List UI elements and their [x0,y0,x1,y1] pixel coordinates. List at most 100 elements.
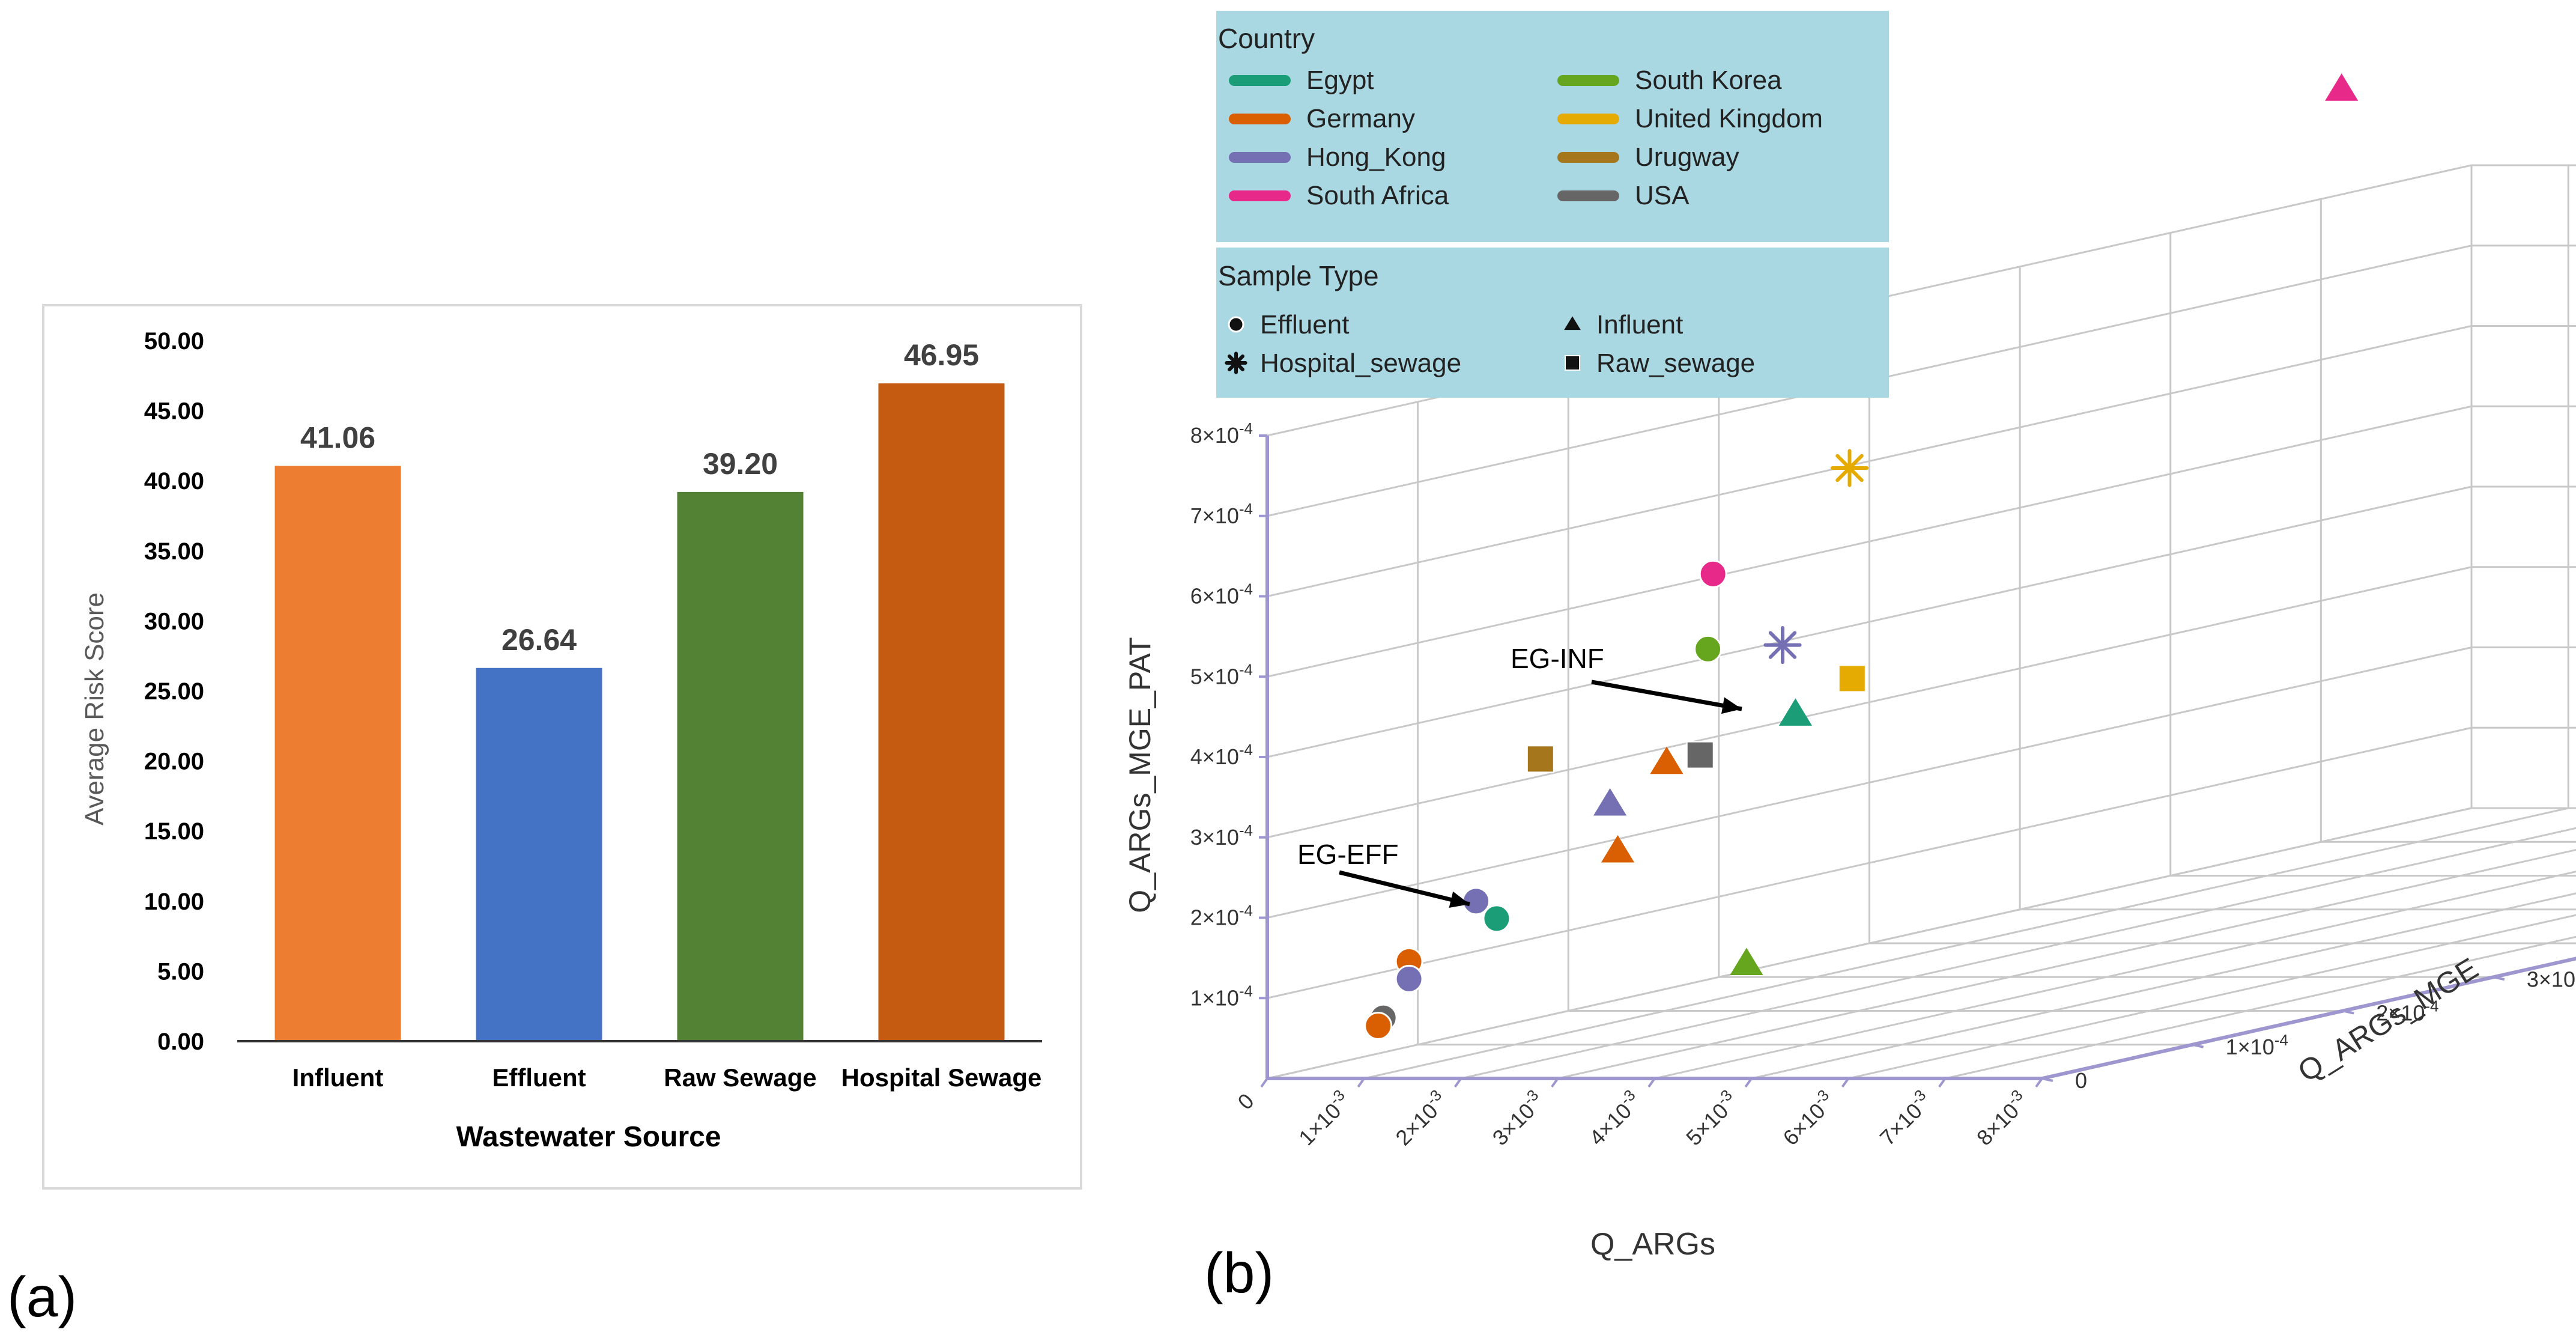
point-urugway-raw-sewage [1526,745,1554,773]
3d-grid [1266,164,2576,1080]
x-tick-label: Raw Sewage [664,1063,816,1092]
bar-value-label: 39.20 [703,447,778,481]
legend-marker-influent [1564,316,1581,330]
y-tick-label: 15.00 [144,818,204,845]
legend-country-label: South Africa [1306,181,1449,210]
x-tick-mark [1647,1077,1656,1088]
legend-country-label: Germany [1306,104,1415,133]
legend-country-box [1216,11,1889,242]
3d-axes [1265,436,2576,1080]
arrow-eg-eff [1339,870,1470,907]
legend-country-label: South Korea [1635,65,1782,95]
x-tick-label: 8×10-3 [1969,1086,2034,1150]
grid-line [1945,935,2576,1080]
legend-country-label: USA [1635,181,1690,210]
z-axis-title: Q_ARGs_MGE_PAT [1123,637,1157,913]
y-tick-label: 10.00 [144,889,204,915]
y-tick-label: 30.00 [144,608,204,634]
point-south-africa-influent [2325,73,2359,101]
legend-sample-label: Influent [1596,310,1683,339]
legend-country-label: United Kingdom [1635,104,1823,133]
point-usa-raw-sewage [1686,741,1714,769]
point-hong-kong-effluent [1395,964,1423,993]
x-tick-label: 7×10-3 [1872,1086,1936,1150]
x-tick-label: 2×10-3 [1388,1086,1452,1150]
legend-sample-label: Hospital_sewage [1260,348,1461,378]
point-hong-kong-influent [1593,788,1627,816]
z-tick-label: 5×10-4 [1190,660,1253,689]
point-egypt-effluent [1482,904,1511,933]
x-tick-label: 1×10-3 [1291,1086,1356,1150]
y-tick-mark [2192,1043,2204,1048]
y-axis-line [2041,956,2576,1080]
x-tick-mark [1357,1077,1365,1088]
bar-value-label: 41.06 [300,421,375,454]
x-tick-label: Hospital Sewage [841,1063,1042,1092]
x-axis-title: Wastewater Source [456,1121,721,1153]
bar-influent [274,466,401,1041]
bar-value-label: 46.95 [904,338,979,372]
point-united-kingdom-raw-sewage [1838,664,1866,693]
x-tick-mark [2035,1077,2043,1088]
x-tick-mark [1744,1077,1753,1088]
arrow-eg-eff-head [1449,891,1470,908]
y-tick-label: 40.00 [144,468,204,494]
legend-country-label: Hong_Kong [1306,142,1446,172]
legend-sample-title: Sample Type [1218,260,1379,291]
point-germany-effluent [1364,1011,1393,1040]
grid-line [1267,485,2472,758]
legend-sample-label: Raw_sewage [1596,348,1755,378]
x-tick-label: 4×10-3 [1582,1086,1646,1150]
x-tick-mark [1938,1077,1947,1088]
y-tick-label: 5.00 [157,958,204,985]
legend-marker-raw-sewage [1565,355,1580,371]
x-tick-label: 3×10-3 [1485,1086,1549,1150]
y-tick-mark [2342,1009,2354,1015]
x-tick-mark [1551,1077,1559,1088]
grid-line [1848,914,2576,1080]
z-tick-label: 1×10-4 [1190,982,1253,1010]
annotations: EG-INF EG-EFF [1297,643,1742,908]
y-tick-label: 3×10-4 [2527,963,2576,991]
annotation-eg-inf: EG-INF [1511,643,1604,674]
arrow-eg-inf-head [1721,697,1742,714]
legend-sample-label: Effluent [1260,310,1349,339]
point-united-kingdom-hospital-sewage [1830,449,1869,487]
grid-line [1267,405,2472,678]
point-germany-influent [1650,746,1683,774]
bar-raw-sewage [677,491,804,1041]
bar-effluent [476,667,602,1041]
y-tick-label: 25.00 [144,678,204,705]
legend-marker-hospital-sewage [1225,351,1247,374]
y-tick-mark [2493,976,2505,981]
x-tick-mark [1841,1077,1850,1088]
y-axis-title: Average Risk Score [80,592,109,826]
z-tick-label: 7×10-4 [1190,500,1253,528]
legend-country-title: Country [1218,23,1315,54]
x-tick-label: Effluent [492,1063,586,1092]
panel-b-3d-scatter: 0 1×10-3 2×10-3 3×10-3 4×10-3 5×10-3 6×10-3 7×1… [1123,11,2576,1262]
x-tick-mark [1260,1077,1268,1088]
grid-line [1267,325,2472,597]
x-tick-label: 0 [1233,1089,1259,1114]
arrow-eg-inf [1591,680,1742,711]
point-egypt-influent [1778,698,1813,726]
annotation-eg-eff: EG-EFF [1297,839,1399,870]
legend-country-label: Urugway [1635,142,1739,172]
z-tick-label: 2×10-4 [1190,902,1253,930]
y-tick-label: 45.00 [144,398,204,425]
x-tick-label: Influent [292,1063,384,1092]
panel-b-label: (b) [1204,1241,1274,1305]
y-tick-label: 0.00 [157,1029,204,1055]
grid-line [1751,892,2576,1080]
legend-country-label: Egypt [1306,65,1374,95]
panel-a-label: (a) [7,1265,77,1329]
legend-marker-effluent [1228,316,1244,333]
point-south-korea-effluent [1694,634,1723,663]
bar-value-label: 26.64 [502,623,577,657]
point-south-africa-effluent [1699,559,1727,588]
x-tick-label: 6×10-3 [1775,1086,1840,1150]
y-tick-label: 35.00 [144,538,204,565]
point-hong-kong-hospital-sewage [1763,625,1802,664]
